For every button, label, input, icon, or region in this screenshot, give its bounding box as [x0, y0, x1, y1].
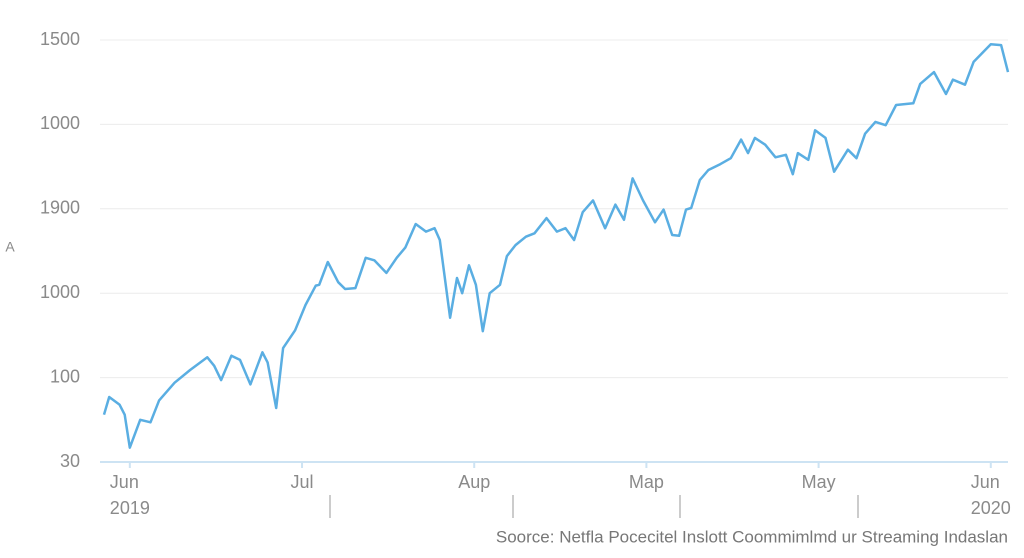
y-tick-label: 1500: [40, 29, 80, 49]
x-tick-label: Jun 2020: [970, 472, 1011, 518]
x-tick-label: Aup: [458, 472, 491, 492]
y-axis-label: A: [5, 239, 15, 255]
x-tick-label: Jun 2019: [109, 472, 150, 518]
x-tick-label: May: [801, 472, 836, 492]
separators: [329, 495, 859, 518]
y-tick-label: 100: [50, 366, 80, 386]
y-tick-label: 1900: [40, 198, 80, 218]
y-tick-label: 30: [60, 451, 80, 471]
line-series: [102, 42, 1010, 449]
y-tick-label: 1000: [40, 113, 80, 133]
x-tick-label: Jul: [290, 472, 314, 492]
y-tick-label: 1000: [40, 282, 80, 302]
x-tick-label: Map: [628, 472, 664, 492]
source-note: Soorce: Netfla Pocecitel Inslott Coommim…: [496, 527, 1008, 546]
